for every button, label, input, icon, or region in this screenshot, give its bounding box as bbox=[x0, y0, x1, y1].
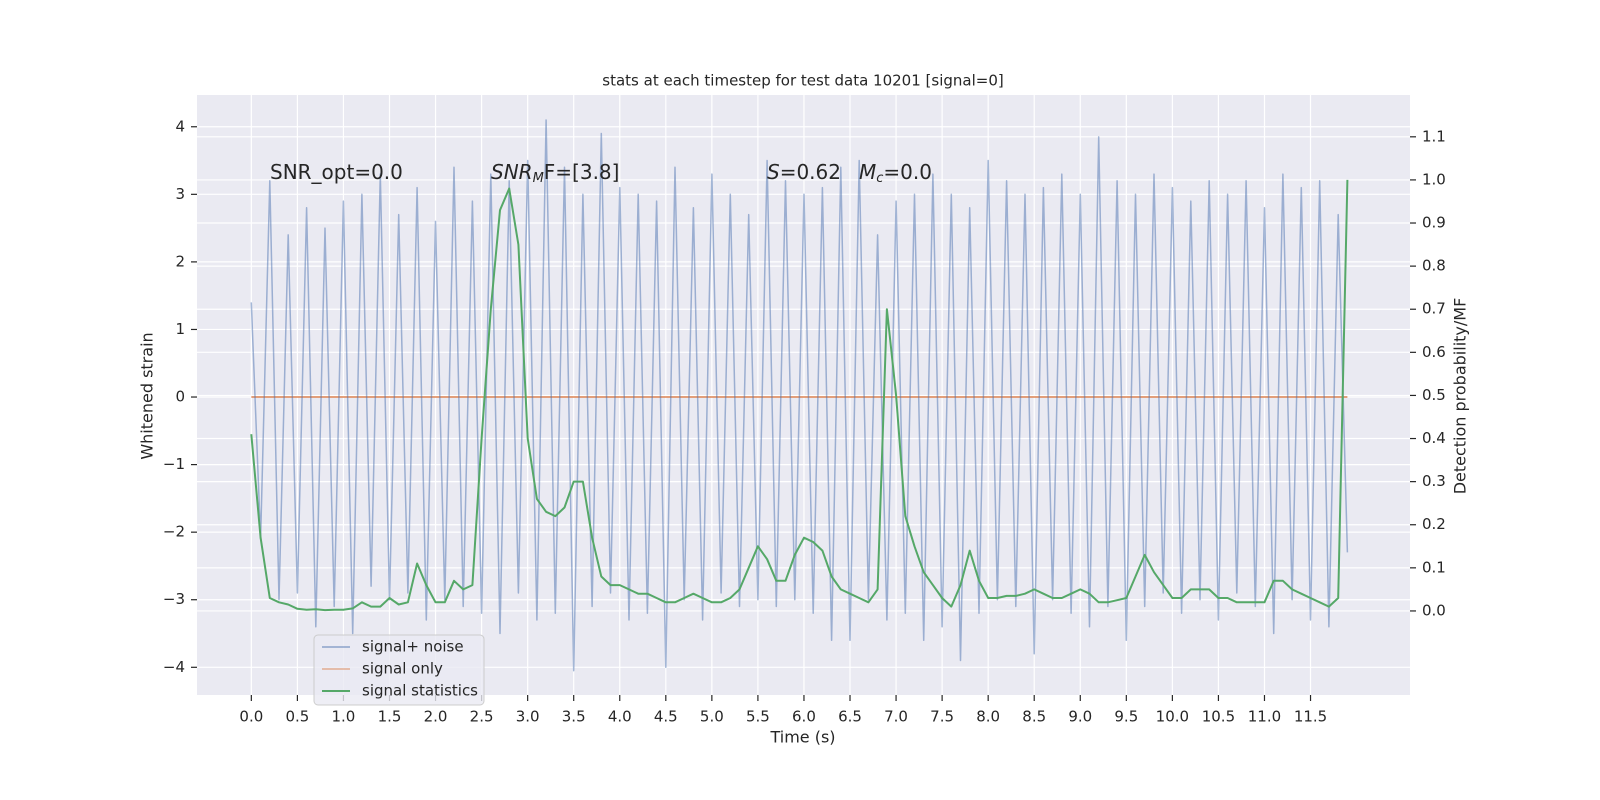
x-tick-label: 1.5 bbox=[378, 708, 402, 726]
x-tick-label: 10.5 bbox=[1202, 708, 1235, 726]
x-tick-label: 7.0 bbox=[884, 708, 908, 726]
annotation-part: SNR bbox=[491, 160, 533, 184]
annotation-part: M bbox=[533, 171, 544, 186]
legend-box bbox=[313, 634, 485, 706]
legend-label: signal+ noise bbox=[362, 638, 464, 656]
x-tick-label: 11.0 bbox=[1248, 708, 1281, 726]
annotation-part: =0.0 bbox=[883, 160, 932, 184]
x-tick-label: 5.0 bbox=[700, 708, 724, 726]
y2-tick-label: 0.5 bbox=[1422, 386, 1446, 404]
annotation-part: =0.62 bbox=[780, 160, 841, 184]
legend: signal+ noise signal only signal statistic… bbox=[313, 634, 485, 706]
y-tick-label: 3 bbox=[175, 185, 185, 203]
marks bbox=[250, 119, 1349, 672]
grid: 0.0 0.5 1.0 1.5 2.0 2.5 3.0 3.5 4.0 4.5 5.0 5.5 6.0 6… bbox=[163, 95, 1446, 726]
x-tick-label: 0.0 bbox=[239, 708, 263, 726]
x-tick-label: 8.0 bbox=[976, 708, 1000, 726]
y-tick-label: 0 bbox=[175, 388, 185, 406]
annotation-part: SNR_opt=0.0 bbox=[270, 160, 403, 184]
series-line bbox=[250, 179, 1349, 612]
y2-tick-label: 1.1 bbox=[1422, 127, 1446, 145]
x-tick-label: 7.5 bbox=[930, 708, 954, 726]
legend-label: signal only bbox=[362, 660, 443, 678]
x-tick-label: 5.5 bbox=[746, 708, 770, 726]
y-tick-label: −4 bbox=[163, 658, 185, 676]
annotation-part: M bbox=[859, 160, 876, 184]
annotation: Mc=0.0 bbox=[859, 160, 932, 186]
y2-tick-label: 0.7 bbox=[1422, 300, 1446, 318]
y-tick-label: −1 bbox=[163, 455, 185, 473]
chart-title: stats at each timestep for test data 102… bbox=[602, 72, 1003, 90]
x-tick-label: 2.0 bbox=[424, 708, 448, 726]
y-tick-label: 1 bbox=[175, 320, 185, 338]
annotation-part: F=[3.8] bbox=[544, 160, 620, 184]
x-tick-label: 11.5 bbox=[1294, 708, 1327, 726]
y2-tick-label: 0.3 bbox=[1422, 472, 1446, 490]
annotation: SNRMF=[3.8] bbox=[491, 160, 619, 186]
x-tick-label: 1.0 bbox=[332, 708, 356, 726]
y2-tick-label: 0.9 bbox=[1422, 214, 1446, 232]
y2-tick-label: 0.6 bbox=[1422, 343, 1446, 361]
y-tick-label: 2 bbox=[175, 252, 185, 270]
y-axis-label: Whitened strain bbox=[138, 332, 157, 459]
annotation: S=0.62 bbox=[767, 160, 841, 184]
x-tick-label: 8.5 bbox=[1022, 708, 1046, 726]
y-tick-label: 4 bbox=[175, 117, 185, 135]
y2-tick-label: 0.4 bbox=[1422, 429, 1446, 447]
annotation-part: c bbox=[876, 171, 883, 186]
x-tick-label: 3.5 bbox=[562, 708, 586, 726]
y2-tick-label: 0.0 bbox=[1422, 601, 1446, 619]
y2-tick-label: 0.2 bbox=[1422, 515, 1446, 533]
x-tick-label: 9.5 bbox=[1114, 708, 1138, 726]
x-tick-label: 10.0 bbox=[1156, 708, 1189, 726]
x-tick-label: 4.0 bbox=[608, 708, 632, 726]
legend-label: signal statistics bbox=[362, 682, 478, 700]
x-tick-label: 2.5 bbox=[470, 708, 494, 726]
annotation: SNR_opt=0.0 bbox=[270, 160, 403, 184]
y2-tick-label: 0.1 bbox=[1422, 558, 1446, 576]
y2-tick-label: 1.0 bbox=[1422, 170, 1446, 188]
y-tick-label: −2 bbox=[163, 523, 185, 541]
x-tick-label: 3.0 bbox=[516, 708, 540, 726]
y2-axis-label: Detection probability/MF bbox=[1451, 298, 1470, 495]
annotation-part: S bbox=[767, 160, 780, 184]
y-tick-label: −3 bbox=[163, 590, 185, 608]
y2-tick-label: 0.8 bbox=[1422, 257, 1446, 275]
series-line bbox=[250, 119, 1349, 672]
x-tick-label: 9.0 bbox=[1068, 708, 1092, 726]
x-tick-label: 6.5 bbox=[838, 708, 862, 726]
annotations: SNR_opt=0.0 SNRMF=[3.8] S=0.62 Mc=0.0 bbox=[270, 160, 932, 186]
x-tick-label: 4.5 bbox=[654, 708, 678, 726]
x-tick-label: 0.5 bbox=[285, 708, 309, 726]
x-tick-label: 6.0 bbox=[792, 708, 816, 726]
x-axis-label: Time (s) bbox=[769, 728, 835, 747]
